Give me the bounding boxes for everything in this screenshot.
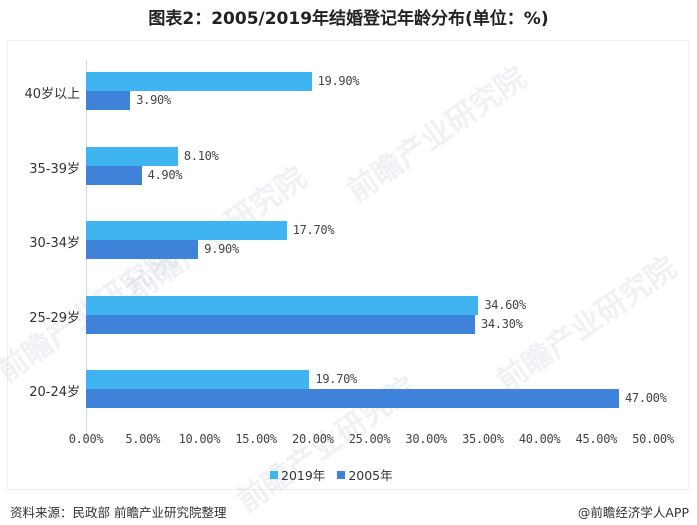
bar-2005[interactable] [86,91,131,110]
legend-item-2019[interactable]: 2019年 [270,465,325,484]
data-label: 47.00% [624,391,667,405]
x-tick-label: 45.00% [575,432,618,446]
data-label: 19.90% [317,74,360,88]
x-tick-label: 15.00% [235,432,277,446]
legend-swatch-2005 [337,470,346,479]
data-label: 9.90% [204,242,239,256]
chart-title: 图表2：2005/2019年结婚登记年龄分布(单位：%) [148,9,549,29]
legend-label-2005: 2005年 [348,468,393,483]
category-label: 30-34岁 [29,236,80,251]
category-label: 25-29岁 [29,310,80,326]
category-label: 20-24岁 [29,385,80,400]
bar-2019[interactable] [86,295,479,315]
x-tick-label: 35.00% [462,432,504,446]
source-note: 资料来源：民政部 前瞻产业研究院整理 [10,505,227,520]
x-tick-label: 10.00% [178,432,221,446]
x-tick-label: 50.00% [632,432,674,446]
x-tick-label: 0.00% [68,432,104,446]
data-label: 17.70% [292,223,335,237]
data-label: 34.30% [480,316,523,331]
bar-2019[interactable] [86,221,287,240]
category-label: 40岁以上 [24,87,80,102]
legend-swatch-2019 [270,470,278,479]
x-tick-label: 5.00% [125,432,160,446]
data-label: 19.70% [315,372,357,386]
legend: 2019年 2005年 [270,465,393,484]
x-tick-label: 40.00% [518,432,561,446]
legend-item-2005[interactable]: 2005年 [337,465,393,484]
bar-2019[interactable] [86,370,310,389]
legend-label-2019: 2019年 [281,468,326,483]
x-tick-label: 20.00% [292,432,334,446]
bar-2005[interactable] [86,165,142,185]
bar-2005[interactable] [86,314,475,334]
x-tick-label: 25.00% [348,432,391,446]
data-label: 8.10% [183,148,219,163]
category-label: 35-39岁 [29,161,80,177]
data-label: 34.60% [484,297,526,312]
data-label: 4.90% [147,167,183,182]
credit-note: @前瞻经济学人APP [577,505,689,520]
x-tick-label: 30.00% [405,432,447,446]
bar-2005[interactable] [86,240,199,259]
chart-area [7,40,689,490]
bar-2019[interactable] [86,146,178,166]
data-label: 3.90% [136,93,171,107]
bar-2019[interactable] [86,72,312,91]
bar-2005[interactable] [86,389,619,408]
